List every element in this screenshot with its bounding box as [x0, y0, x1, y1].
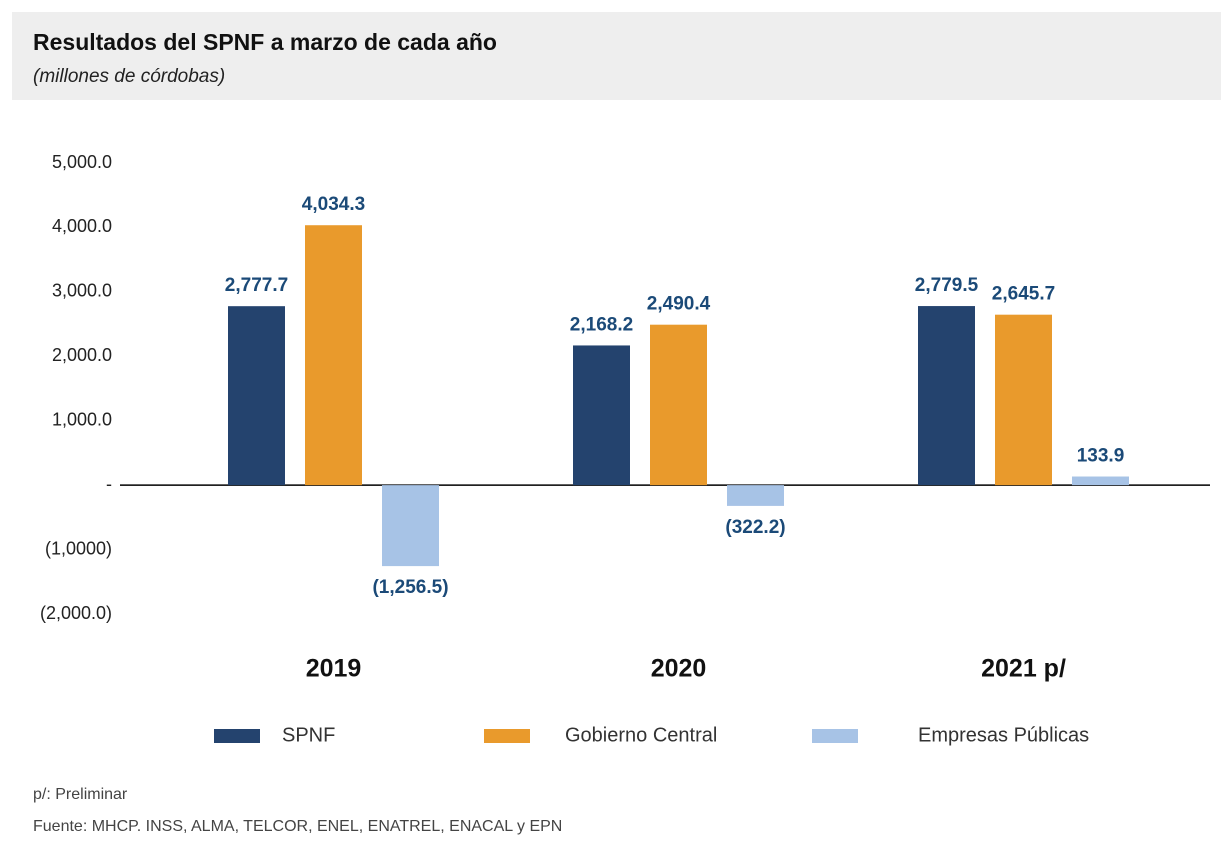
x-tick-label: 2021 p/: [981, 655, 1066, 683]
source-note: Fuente: MHCP. INSS, ALMA, TELCOR, ENEL, …: [33, 818, 562, 835]
y-tick-label: 1,000.0: [52, 409, 112, 429]
value-label: 2,779.5: [915, 275, 979, 296]
x-tick-label: 2020: [651, 655, 707, 683]
y-tick-label: 5,000.0: [52, 152, 112, 172]
value-label: (1,256.5): [372, 577, 448, 598]
y-tick-label: 3,000.0: [52, 281, 112, 301]
value-label: 2,168.2: [570, 314, 633, 335]
value-label: (322.2): [725, 517, 785, 538]
chart-title: Resultados del SPNF a marzo de cada año: [33, 29, 497, 55]
value-label: 2,777.7: [225, 275, 288, 296]
bar: [650, 324, 707, 486]
legend-label: SPNF: [282, 724, 335, 746]
legend-label: Empresas Públicas: [918, 724, 1089, 746]
bar: [1072, 476, 1129, 486]
y-tick-label: 2,000.0: [52, 345, 112, 365]
y-tick-label: (1,0000): [45, 538, 112, 558]
legend-label: Gobierno Central: [565, 724, 717, 746]
bar: [382, 485, 439, 567]
bar: [228, 306, 285, 486]
legend-swatch: [484, 729, 530, 743]
x-tick-label: 2019: [306, 655, 362, 683]
bar: [573, 345, 630, 486]
value-label: 4,034.3: [302, 194, 365, 215]
bar: [918, 306, 975, 486]
bar: [305, 225, 362, 486]
value-label: 133.9: [1077, 446, 1125, 467]
bar: [727, 485, 784, 506]
legend-swatch: [812, 729, 858, 743]
value-label: 2,490.4: [647, 294, 711, 315]
header-band: [12, 12, 1221, 100]
footnote: p/: Preliminar: [33, 786, 128, 803]
chart-subtitle: (millones de córdobas): [33, 66, 225, 87]
y-tick-label: -: [106, 474, 112, 494]
y-tick-label: (2,000.0): [40, 603, 112, 623]
value-label: 2,645.7: [992, 284, 1055, 305]
bar: [995, 314, 1052, 486]
y-tick-label: 4,000.0: [52, 216, 112, 236]
legend-swatch: [214, 729, 260, 743]
